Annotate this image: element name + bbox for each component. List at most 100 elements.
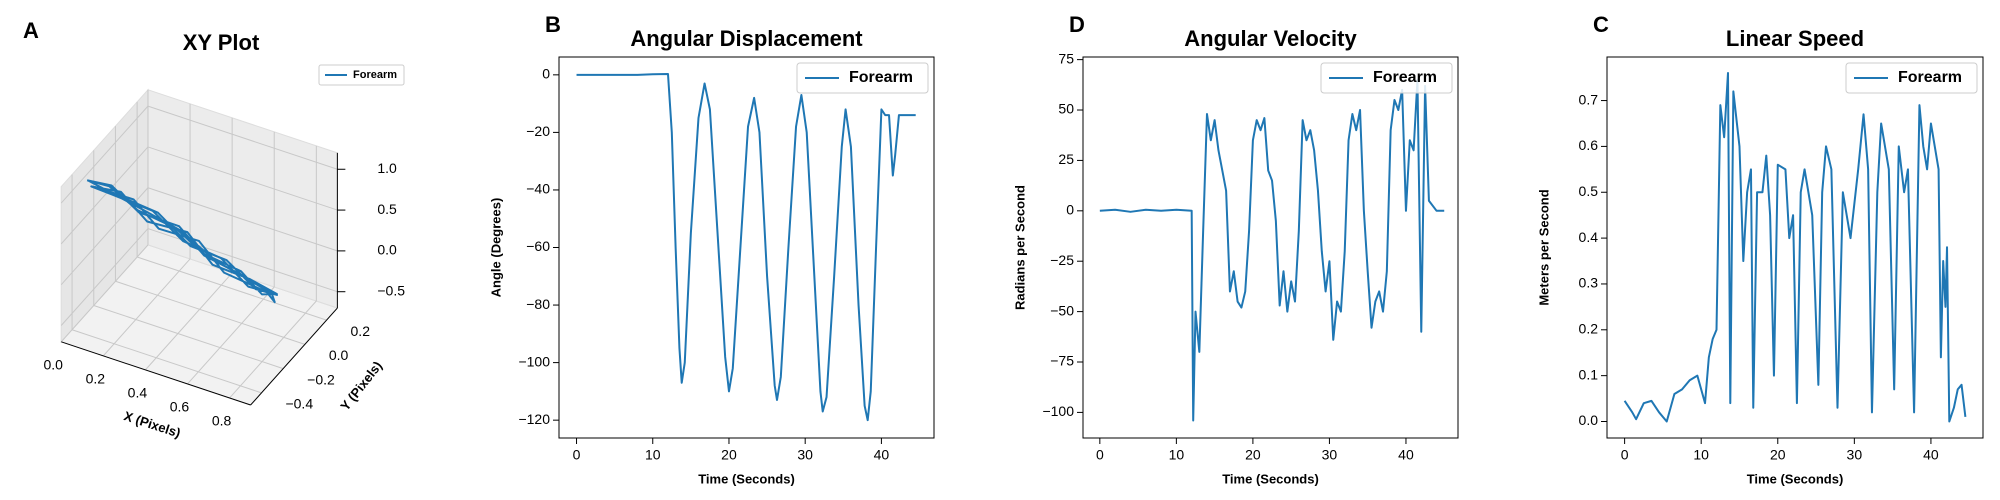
- y-tick-label: −0.2: [307, 371, 335, 387]
- y-axis-label: Y (Pixels): [337, 358, 385, 413]
- plot-frame: [558, 56, 935, 439]
- chart-title: Linear Speed: [1726, 26, 1864, 51]
- y-tick-label: −75: [1050, 353, 1074, 369]
- y-tick-label: 0.1: [1579, 366, 1599, 382]
- x-tick-label: 30: [797, 447, 813, 463]
- y-tick-label: −40: [526, 181, 550, 197]
- y-tick-label: −60: [526, 238, 550, 254]
- z-tick-label: 0.0: [377, 242, 397, 258]
- x-axis-line: [61, 341, 251, 406]
- x-axis-label: Time (Seconds): [1222, 471, 1319, 486]
- y-axis-label: Angle (Degrees): [488, 198, 503, 298]
- grid-line: [229, 300, 317, 399]
- z-tick-label: 0.5: [377, 201, 397, 217]
- plot-frame: [1082, 56, 1459, 439]
- x-tick-label: 0.0: [43, 357, 63, 373]
- x-tick-label: 30: [1322, 447, 1338, 463]
- grid-line: [136, 256, 327, 321]
- y-tick-label: 0.2: [351, 323, 371, 339]
- series-line: [1099, 78, 1445, 422]
- x-tick-label: 20: [1770, 447, 1786, 463]
- y-tick-label: −25: [1050, 252, 1074, 268]
- y-tick-label: 0.3: [1579, 275, 1599, 291]
- grid-line: [71, 329, 262, 394]
- x-axis-label: Time (Seconds): [698, 471, 795, 486]
- x-tick-label: 0.4: [128, 385, 148, 401]
- y-tick-label: 0.0: [329, 347, 349, 363]
- chart-title: Angular Velocity: [1184, 26, 1357, 51]
- x-tick-label: 10: [1169, 447, 1185, 463]
- x-tick-label: 30: [1847, 447, 1863, 463]
- chart-title: XY Plot: [183, 30, 260, 55]
- x-tick-label: 20: [721, 447, 737, 463]
- x-tick-label: 0.6: [170, 399, 190, 415]
- y-tick-label: −0.4: [285, 396, 313, 412]
- z-tick-label: 1.0: [377, 160, 397, 176]
- grid-line: [102, 258, 191, 357]
- grid-line: [115, 280, 306, 345]
- y-tick-label: −50: [1050, 302, 1074, 318]
- x-tick-label: 0.8: [212, 413, 232, 429]
- legend-box: [1320, 62, 1453, 94]
- grid-line: [147, 187, 338, 252]
- panel-label: A: [23, 18, 39, 43]
- x-tick-label: 0: [573, 447, 581, 463]
- panel-label: B: [545, 12, 561, 37]
- x-tick-label: 40: [1923, 447, 1939, 463]
- y-tick-label: 0: [542, 66, 550, 82]
- y-tick-label: 75: [1058, 50, 1074, 66]
- y-tick-label: −100: [1042, 403, 1074, 419]
- y-tick-label: 25: [1058, 151, 1074, 167]
- series-line: [86, 179, 278, 304]
- x-tick-label: 0: [1096, 447, 1104, 463]
- legend-label: Forearm: [353, 69, 397, 81]
- z-tick-label: −0.5: [377, 282, 405, 298]
- panel-label: C: [1593, 12, 1609, 37]
- y-tick-label: 0.4: [1579, 229, 1599, 245]
- x-tick-label: 10: [645, 447, 661, 463]
- legend-label: Forearm: [1898, 69, 1962, 86]
- x-tick-label: 20: [1245, 447, 1261, 463]
- grid-line: [60, 244, 149, 343]
- plot-frame: [1606, 56, 1984, 439]
- x-tick-label: 40: [874, 447, 890, 463]
- y-axis-label: Meters per Second: [1536, 189, 1551, 305]
- y-tick-label: −20: [526, 123, 550, 139]
- y-tick-label: 0.6: [1579, 137, 1599, 153]
- grid-line: [187, 286, 275, 385]
- panel-label: D: [1069, 12, 1085, 37]
- x-tick-label: 0.2: [86, 371, 106, 387]
- x-axis-label: Time (Seconds): [1747, 471, 1844, 486]
- x-tick-label: 40: [1398, 447, 1414, 463]
- y-tick-label: 0.0: [1579, 412, 1599, 428]
- y-tick-label: −100: [518, 353, 550, 369]
- chart-title: Angular Displacement: [630, 26, 863, 51]
- y-tick-label: 0.2: [1579, 321, 1599, 337]
- legend-box: [318, 64, 405, 86]
- legend-label: Forearm: [1373, 69, 1437, 86]
- y-axis-label: Radians per Second: [1012, 185, 1027, 310]
- grid-line: [147, 146, 338, 211]
- grid-line: [145, 272, 233, 371]
- legend-label: Forearm: [849, 69, 913, 86]
- grid-line: [60, 105, 149, 204]
- y-tick-label: 0.5: [1579, 183, 1599, 199]
- grid-line: [147, 228, 338, 293]
- series-line: [1623, 72, 1967, 423]
- legend-box: [796, 62, 929, 94]
- y-tick-label: 50: [1058, 101, 1074, 117]
- y-tick-label: 0: [1066, 202, 1074, 218]
- grid-line: [93, 305, 284, 370]
- series-line: [576, 72, 916, 422]
- grid-line: [60, 146, 149, 245]
- y-tick-label: −80: [526, 296, 550, 312]
- x-tick-label: 10: [1693, 447, 1709, 463]
- grid-line: [147, 105, 338, 170]
- legend-box: [1845, 62, 1978, 94]
- grid-line: [60, 228, 149, 326]
- x-tick-label: 0: [1621, 447, 1629, 463]
- y-axis-line: [250, 307, 338, 406]
- y-tick-label: −120: [518, 411, 550, 427]
- y-tick-label: 0.7: [1579, 91, 1599, 107]
